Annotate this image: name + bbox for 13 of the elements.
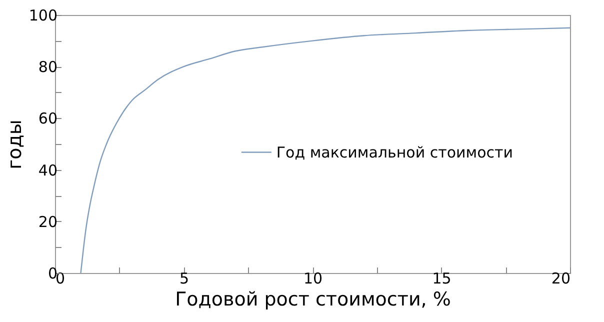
- y-tick-label: 20: [38, 212, 58, 231]
- x-tick-label: 20: [551, 270, 570, 288]
- y-tick-label: 60: [38, 110, 58, 128]
- legend-label: Год максимальной стоимости: [276, 143, 514, 162]
- y-axis-title: годы: [4, 120, 26, 170]
- x-tick-label: 15: [432, 270, 452, 288]
- y-tick-label: 40: [38, 161, 58, 180]
- x-axis-title: Годовой рост стоимости, %: [175, 288, 451, 310]
- y-tick-label: 100: [28, 6, 58, 24]
- x-tick-label: 5: [179, 270, 190, 288]
- x-tick-label: 10: [303, 270, 323, 288]
- line-series: [80, 27, 570, 273]
- y-tick-label: 80: [38, 58, 58, 76]
